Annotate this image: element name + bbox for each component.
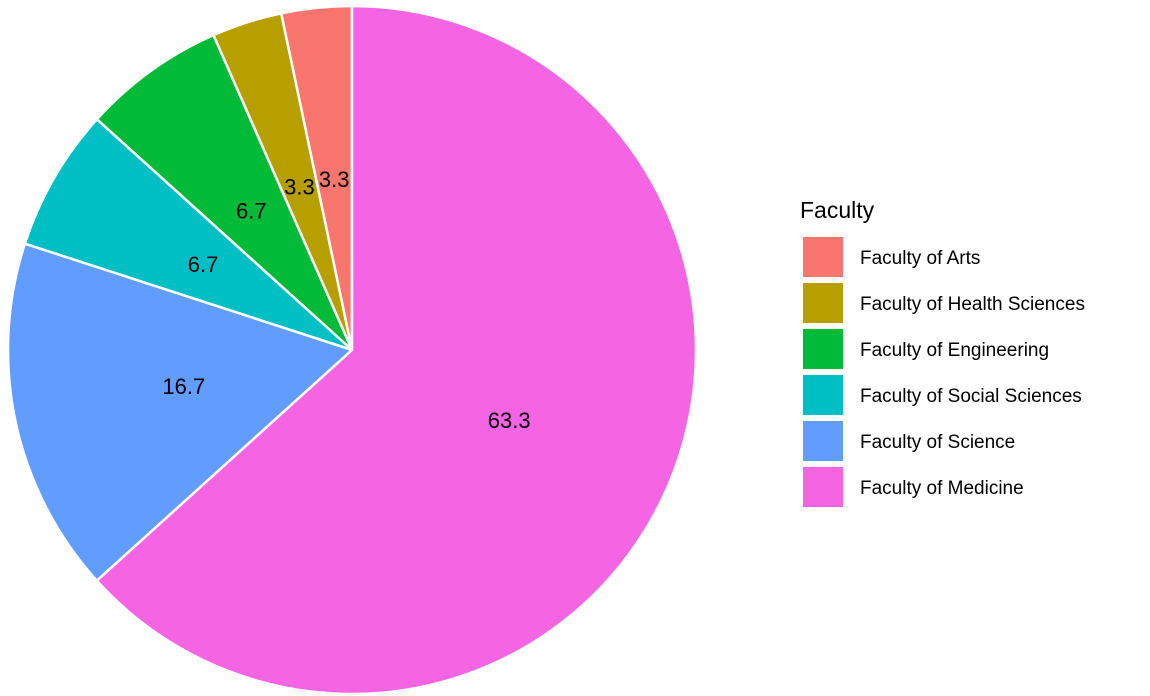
slice-label-faculty-of-science: 16.7 xyxy=(162,374,205,399)
legend: Faculty Faculty of Arts Faculty of Health… xyxy=(800,197,1085,507)
legend-key-faculty-of-engineering xyxy=(803,329,843,369)
legend-key-faculty-of-medicine xyxy=(803,467,843,507)
legend-key-faculty-of-health-sciences xyxy=(803,283,843,323)
legend-label-faculty-of-medicine: Faculty of Medicine xyxy=(860,478,1024,499)
legend-items: Faculty of Arts Faculty of Health Science… xyxy=(803,237,1085,507)
legend-label-faculty-of-engineering: Faculty of Engineering xyxy=(860,340,1049,361)
legend-label-faculty-of-health-sciences: Faculty of Health Sciences xyxy=(860,294,1085,315)
slice-label-faculty-of-health-sciences: 3.3 xyxy=(284,174,315,199)
legend-label-faculty-of-science: Faculty of Science xyxy=(860,432,1015,453)
slice-label-faculty-of-arts: 3.3 xyxy=(319,167,350,192)
legend-key-faculty-of-social-sciences xyxy=(803,375,843,415)
slice-label-faculty-of-engineering: 6.7 xyxy=(236,199,267,224)
pie-slices xyxy=(8,6,696,694)
legend-key-faculty-of-science xyxy=(803,421,843,461)
legend-title: Faculty xyxy=(800,197,875,223)
legend-label-faculty-of-social-sciences: Faculty of Social Sciences xyxy=(860,386,1082,407)
slice-label-faculty-of-medicine: 63.3 xyxy=(488,408,531,433)
legend-key-faculty-of-arts xyxy=(803,237,843,277)
slice-label-faculty-of-social-sciences: 6.7 xyxy=(188,252,219,277)
legend-label-faculty-of-arts: Faculty of Arts xyxy=(860,248,980,269)
